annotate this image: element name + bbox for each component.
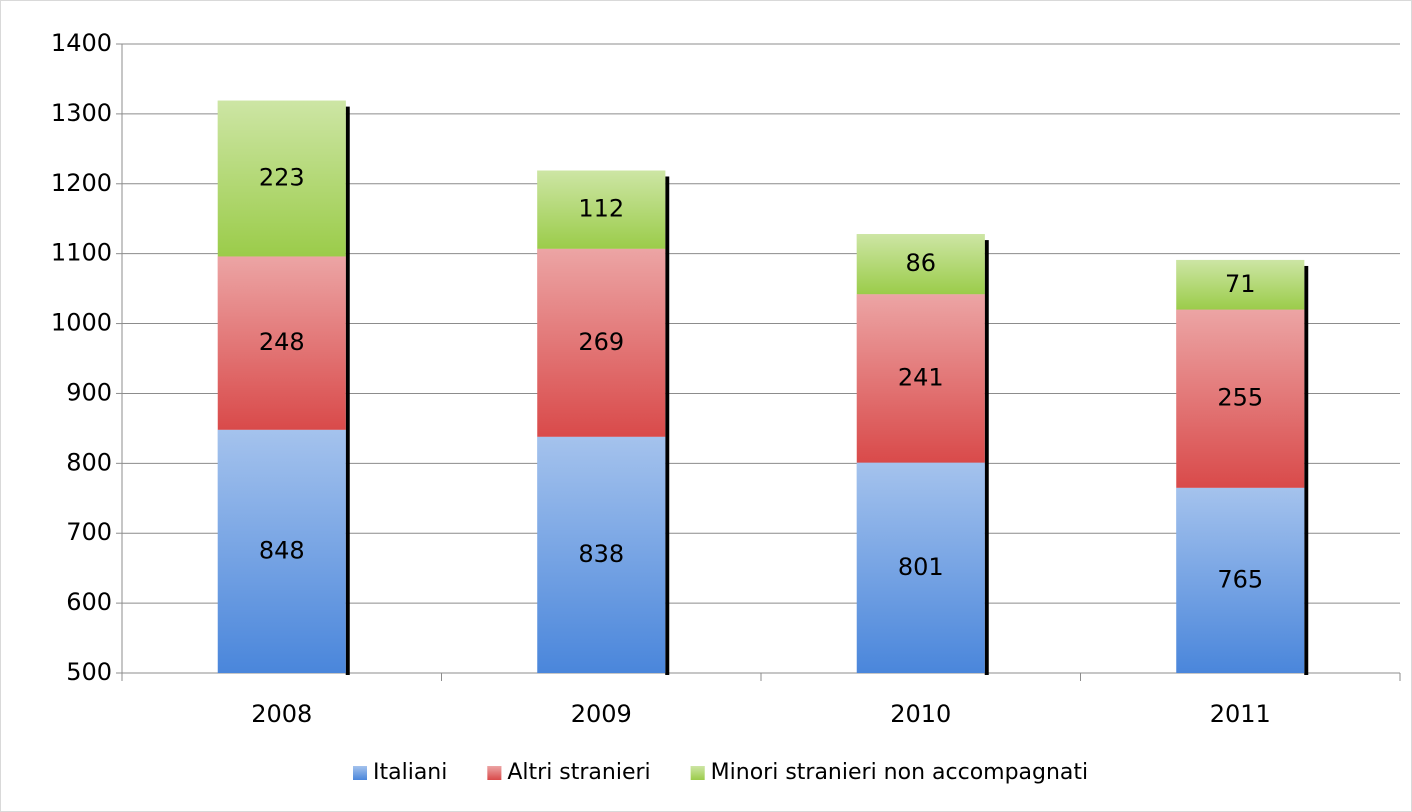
y-tick-label: 1000 bbox=[51, 309, 112, 337]
bar-shadow bbox=[1304, 265, 1309, 675]
bar-highlight bbox=[1176, 487, 1305, 673]
y-tick-label: 700 bbox=[66, 518, 112, 546]
data-label: 223 bbox=[259, 164, 305, 192]
data-label: 838 bbox=[578, 540, 624, 568]
y-tick-label: 600 bbox=[66, 588, 112, 616]
data-label: 86 bbox=[905, 249, 936, 277]
data-label: 241 bbox=[898, 363, 944, 391]
bar-highlight bbox=[1176, 259, 1305, 310]
bar-highlight bbox=[856, 462, 985, 673]
bar-highlight bbox=[537, 436, 666, 673]
data-label: 765 bbox=[1217, 565, 1263, 593]
data-label: 848 bbox=[259, 536, 305, 564]
data-label: 255 bbox=[1217, 384, 1263, 412]
bar-highlight bbox=[217, 100, 346, 257]
y-tick-label: 500 bbox=[66, 658, 112, 686]
y-tick-label: 1100 bbox=[51, 239, 112, 267]
legend-label: Minori stranieri non accompagnati bbox=[711, 760, 1088, 785]
bar-highlight bbox=[217, 256, 346, 430]
x-tick-label: 2008 bbox=[251, 700, 312, 728]
x-tick-label: 2011 bbox=[1210, 700, 1271, 728]
legend-swatch-highlight bbox=[487, 766, 502, 780]
bar-highlight bbox=[537, 248, 666, 437]
bar-shadow bbox=[665, 176, 670, 675]
bar-highlight bbox=[1176, 309, 1305, 488]
x-tick-label: 2010 bbox=[890, 700, 951, 728]
data-label: 801 bbox=[898, 553, 944, 581]
legend-label: Altri stranieri bbox=[507, 760, 650, 785]
y-tick-label: 1400 bbox=[51, 29, 112, 57]
data-label: 269 bbox=[578, 328, 624, 356]
legend-label: Italiani bbox=[373, 760, 447, 785]
y-tick-label: 1200 bbox=[51, 169, 112, 197]
y-tick-label: 800 bbox=[66, 448, 112, 476]
bar-highlight bbox=[217, 429, 346, 673]
bar-highlight bbox=[856, 294, 985, 463]
legend-swatch-highlight bbox=[690, 766, 705, 780]
data-label: 248 bbox=[259, 328, 305, 356]
legend-swatch-highlight bbox=[353, 766, 367, 780]
bar-highlight bbox=[537, 170, 666, 249]
bar-shadow bbox=[345, 106, 350, 676]
x-tick-label: 2009 bbox=[571, 700, 632, 728]
data-label: 112 bbox=[578, 195, 624, 223]
bar-highlight bbox=[856, 234, 985, 295]
y-tick-label: 900 bbox=[66, 378, 112, 406]
y-tick-label: 1300 bbox=[51, 99, 112, 127]
data-label: 71 bbox=[1225, 270, 1256, 298]
bar-shadow bbox=[984, 240, 989, 675]
